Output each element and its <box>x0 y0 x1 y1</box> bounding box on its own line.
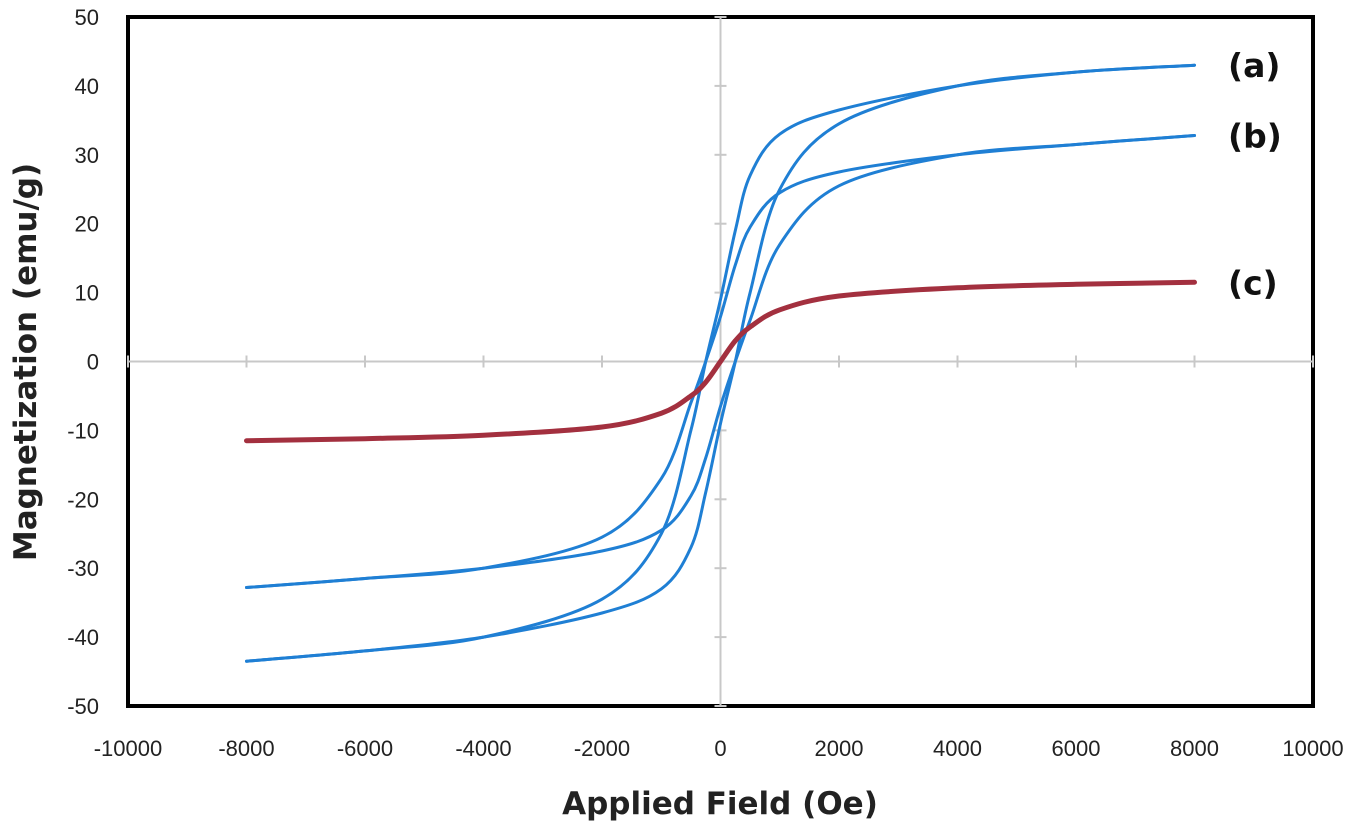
x-tick-label: -8000 <box>218 736 274 761</box>
x-tick-label: 6000 <box>1052 736 1101 761</box>
y-tick-label: 0 <box>87 350 99 375</box>
series-line-branch-lower <box>245 63 1196 663</box>
x-tick-label: 2000 <box>815 736 864 761</box>
y-tick-label: 40 <box>75 74 99 99</box>
series-2: (b) <box>245 117 1282 589</box>
y-tick-label: -20 <box>67 487 99 512</box>
y-tick-label: 30 <box>75 143 99 168</box>
y-tick-label: 10 <box>75 281 99 306</box>
y-tick-label: 50 <box>75 5 99 30</box>
x-axis-title: Applied Field (Oe) <box>562 786 878 822</box>
series-label: (a) <box>1228 46 1280 85</box>
y-tick-label: -40 <box>67 625 99 650</box>
series-line <box>244 279 1197 444</box>
x-tick-label: -6000 <box>337 736 393 761</box>
y-tick-label: 20 <box>75 212 99 237</box>
y-tick-label: -30 <box>67 556 99 581</box>
series-1: (a) <box>245 46 1280 663</box>
x-tick-label: 4000 <box>933 736 982 761</box>
series-line-branch-lower <box>245 134 1196 589</box>
x-tick-label: 10000 <box>1282 736 1343 761</box>
y-axis-title: Magnetization (emu/g) <box>8 163 44 561</box>
y-tick-label: -50 <box>67 694 99 719</box>
series-3: (c) <box>244 263 1278 444</box>
x-tick-label: -4000 <box>455 736 511 761</box>
series-label: (b) <box>1228 117 1282 156</box>
y-tick-label: -10 <box>67 418 99 443</box>
x-tick-label: -2000 <box>574 736 630 761</box>
series-label: (c) <box>1228 263 1278 302</box>
x-tick-label: 8000 <box>1170 736 1219 761</box>
x-tick-label: 0 <box>714 736 726 761</box>
x-tick-label: -10000 <box>94 736 163 761</box>
